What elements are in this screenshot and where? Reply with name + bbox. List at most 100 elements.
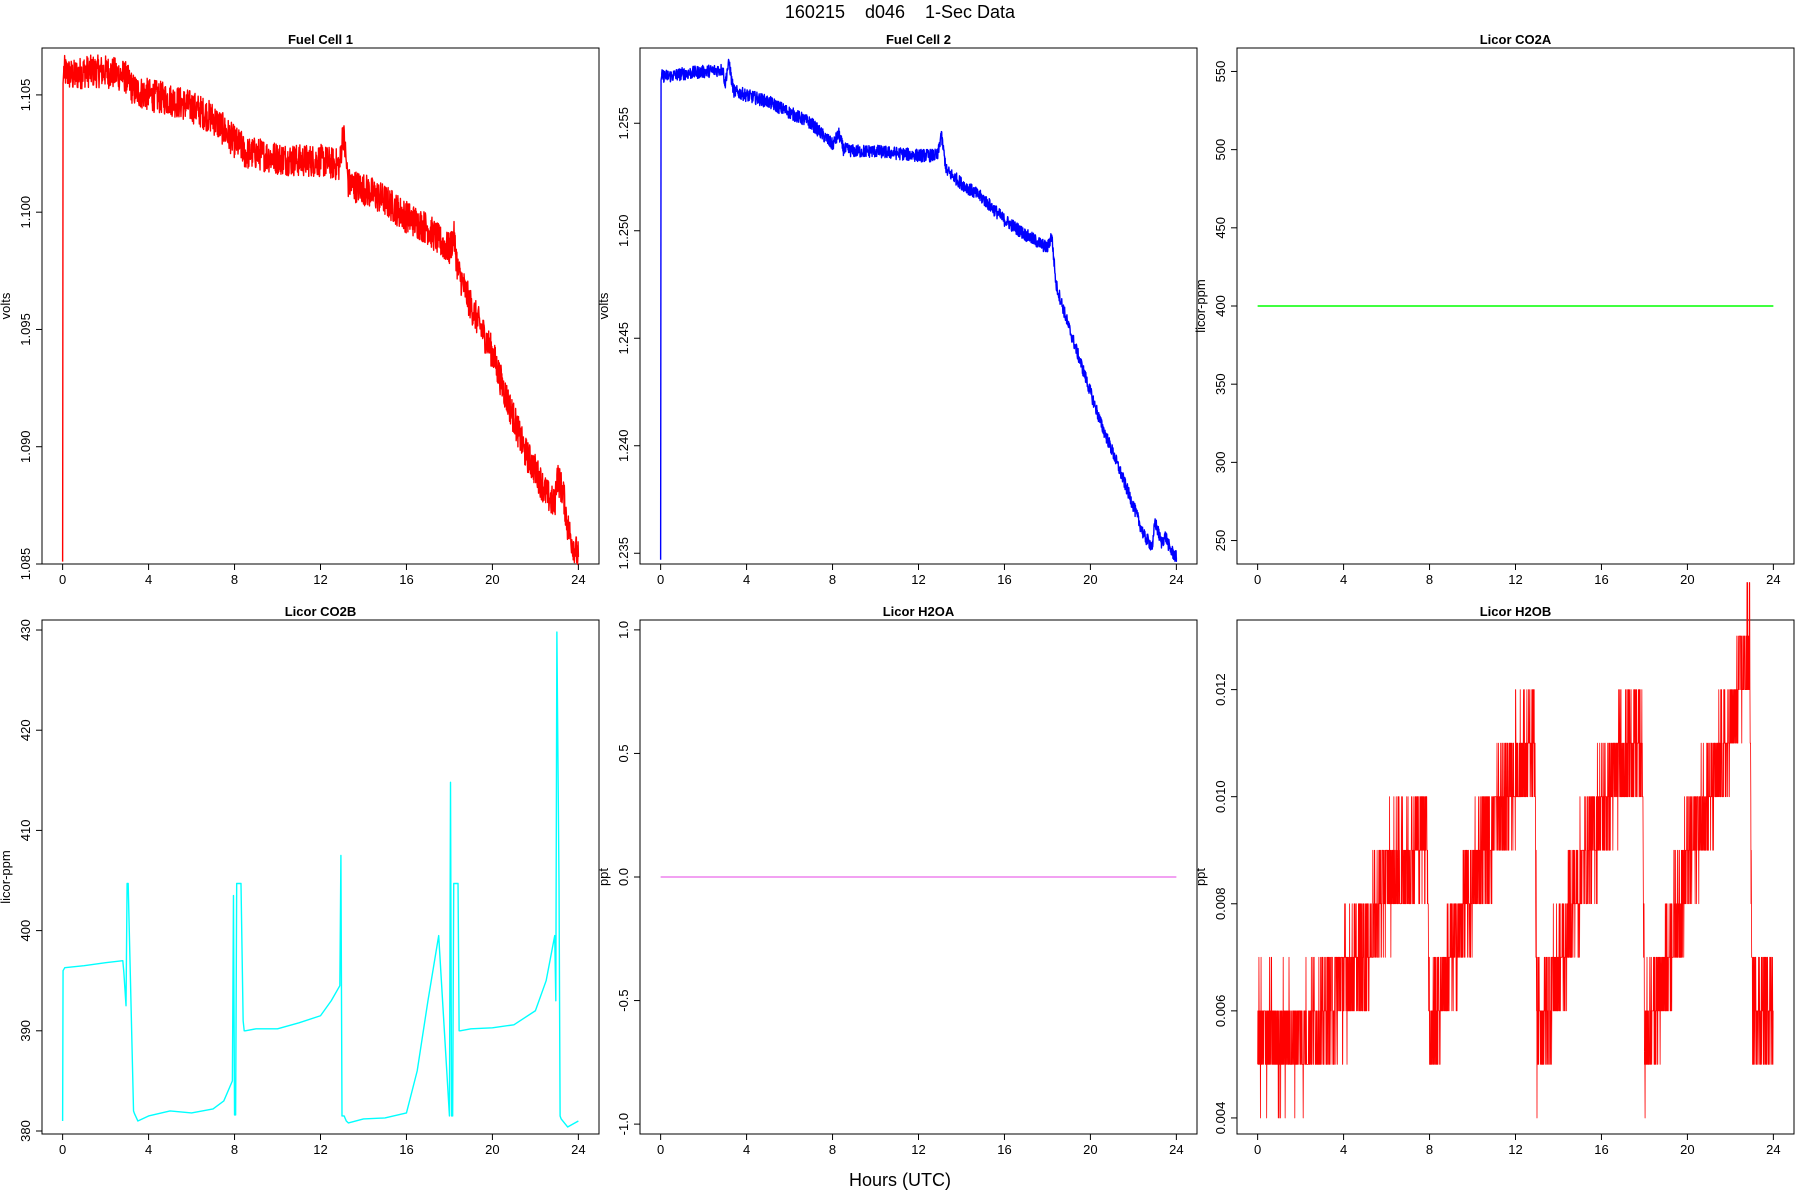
y-tick-label: 300 — [1213, 452, 1228, 474]
y-tick-label: 0.012 — [1213, 673, 1228, 706]
series-line-fuel-cell-2 — [659, 58, 1178, 563]
y-axis-label: ppt — [1193, 868, 1208, 886]
x-tick-label: 4 — [1340, 1142, 1347, 1157]
y-axis-label: licor-ppm — [1193, 279, 1208, 332]
x-tick-label: 20 — [1680, 572, 1694, 587]
plot-frame — [41, 619, 600, 1135]
y-axis-label: volts — [0, 292, 13, 319]
x-tick-label: 16 — [997, 572, 1011, 587]
chart-panel-licor-co2b: Licor CO2B licor-ppm 0 4 8 12 16 20 24 380 390 400 4… — [0, 604, 600, 1157]
y-tick-label: -0.5 — [616, 989, 631, 1011]
x-tick-label: 20 — [1083, 1142, 1097, 1157]
x-tick-label: 24 — [571, 572, 585, 587]
x-tick-label: 24 — [1766, 1142, 1780, 1157]
x-tick-label: 24 — [571, 1142, 585, 1157]
chart-panel-fuel-cell-1: Fuel Cell 1 volts 0 4 8 12 16 20 24 1.085 1.090 1.0… — [0, 32, 600, 587]
y-tick-label: -1.0 — [616, 1113, 631, 1135]
x-tick-label: 8 — [1426, 1142, 1433, 1157]
x-tick-label: 12 — [1508, 572, 1522, 587]
y-tick-label: 1.235 — [616, 537, 631, 570]
y-tick-label: 500 — [1213, 139, 1228, 161]
x-tick-label: 12 — [911, 1142, 925, 1157]
x-tick-label: 4 — [1340, 572, 1347, 587]
x-tick-label: 16 — [1594, 1142, 1608, 1157]
y-tick-label: 1.085 — [18, 548, 33, 581]
y-tick-label: 1.105 — [18, 79, 33, 112]
y-tick-label: 1.100 — [18, 196, 33, 229]
chart-title: Licor CO2A — [1480, 32, 1552, 47]
chart-title: Fuel Cell 1 — [288, 32, 353, 47]
x-tick-label: 0 — [59, 572, 66, 587]
chart-panel-fuel-cell-2: Fuel Cell 2 volts 0 4 8 12 16 20 24 1.235 1.240 1.2… — [596, 32, 1198, 587]
x-tick-label: 8 — [231, 1142, 238, 1157]
y-tick-label: 400 — [18, 920, 33, 942]
y-tick-label: 350 — [1213, 373, 1228, 395]
plot-frame — [639, 47, 1198, 565]
y-tick-label: 250 — [1213, 530, 1228, 552]
series-line-licor-co2b — [61, 631, 579, 1128]
x-tick-label: 12 — [313, 572, 327, 587]
page-title: 160215 d046 1-Sec Data — [784, 2, 1016, 22]
y-tick-label: 430 — [18, 619, 33, 641]
chart-panel-licor-h2oa: Licor H2OA ppt 0 4 8 12 16 20 24 -1.0 -0.5 0.0 0.5 1.… — [596, 604, 1198, 1157]
x-tick-label: 0 — [1254, 572, 1261, 587]
x-tick-label: 16 — [399, 1142, 413, 1157]
y-tick-label: 1.090 — [18, 430, 33, 463]
x-tick-label: 4 — [743, 572, 750, 587]
x-tick-label: 24 — [1169, 1142, 1183, 1157]
x-tick-label: 8 — [231, 572, 238, 587]
x-tick-label: 24 — [1766, 572, 1780, 587]
y-axis-label: licor-ppm — [0, 850, 13, 903]
chart-title: Licor H2OB — [1480, 604, 1552, 619]
x-tick-label: 24 — [1169, 572, 1183, 587]
y-tick-label: 1.095 — [18, 313, 33, 346]
y-tick-label: 1.245 — [616, 322, 631, 355]
y-tick-label: 1.0 — [616, 621, 631, 639]
x-tick-label: 12 — [313, 1142, 327, 1157]
y-tick-label: 0.006 — [1213, 995, 1228, 1028]
x-tick-label: 8 — [829, 572, 836, 587]
chart-panel-licor-co2a: Licor CO2A licor-ppm 0 4 8 12 16 20 24 250 300 350 4… — [1193, 32, 1795, 587]
x-tick-label: 16 — [399, 572, 413, 587]
y-tick-label: 400 — [1213, 295, 1228, 317]
x-tick-label: 20 — [1680, 1142, 1694, 1157]
y-tick-label: 1.240 — [616, 429, 631, 462]
y-tick-label: 420 — [18, 719, 33, 741]
series-line-licor-h2ob — [1257, 582, 1774, 1119]
x-tick-label: 4 — [743, 1142, 750, 1157]
y-tick-label: 1.255 — [616, 107, 631, 140]
y-tick-label: 410 — [18, 820, 33, 842]
y-axis-label: volts — [596, 292, 611, 319]
x-tick-label: 8 — [1426, 572, 1433, 587]
y-tick-label: 390 — [18, 1020, 33, 1042]
y-tick-label: 0.004 — [1213, 1102, 1228, 1135]
x-tick-label: 0 — [59, 1142, 66, 1157]
x-tick-label: 4 — [145, 1142, 152, 1157]
chart-panel-licor-h2ob: Licor H2OB ppt 0 4 8 12 16 20 24 0.004 0.006 0.008 0… — [1193, 582, 1795, 1157]
chart-title: Fuel Cell 2 — [886, 32, 951, 47]
y-axis-label: ppt — [596, 868, 611, 886]
x-tick-label: 20 — [485, 1142, 499, 1157]
x-tick-label: 20 — [1083, 572, 1097, 587]
x-tick-label: 16 — [997, 1142, 1011, 1157]
x-axis-common-label: Hours (UTC) — [849, 1170, 951, 1190]
y-tick-label: 0.0 — [616, 868, 631, 886]
y-tick-label: 450 — [1213, 217, 1228, 239]
x-tick-label: 0 — [657, 1142, 664, 1157]
y-tick-label: 550 — [1213, 61, 1228, 83]
plot-frame — [41, 47, 600, 565]
x-tick-label: 12 — [1508, 1142, 1522, 1157]
y-tick-label: 0.008 — [1213, 887, 1228, 920]
y-tick-label: 0.5 — [616, 744, 631, 762]
x-tick-label: 4 — [145, 572, 152, 587]
x-tick-label: 16 — [1594, 572, 1608, 587]
y-tick-label: 1.250 — [616, 214, 631, 247]
y-tick-label: 380 — [18, 1120, 33, 1142]
x-tick-label: 20 — [485, 572, 499, 587]
x-tick-label: 0 — [1254, 1142, 1261, 1157]
x-tick-label: 8 — [829, 1142, 836, 1157]
x-tick-label: 0 — [657, 572, 664, 587]
chart-title: Licor H2OA — [883, 604, 955, 619]
y-tick-label: 0.010 — [1213, 780, 1228, 813]
